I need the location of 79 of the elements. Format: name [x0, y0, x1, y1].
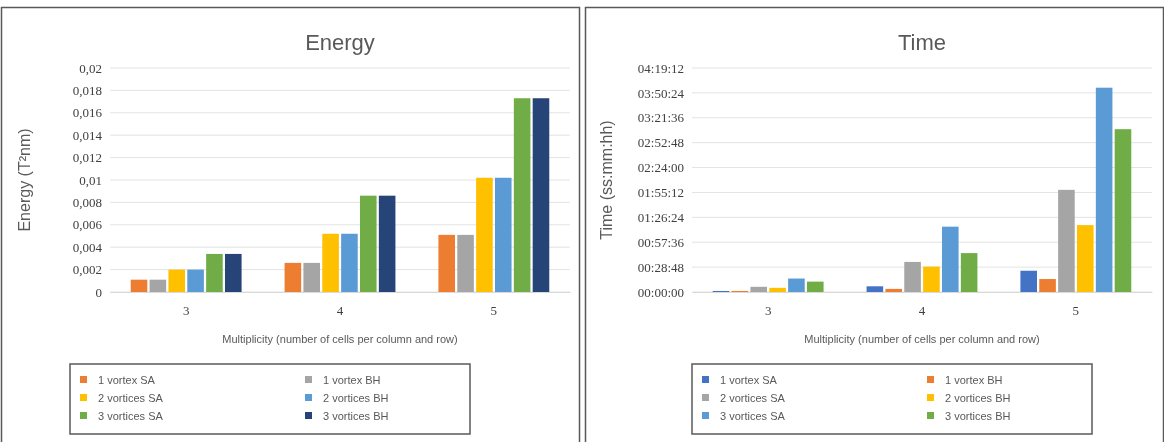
y-tick-label: 02:24:00 [637, 160, 684, 176]
bar [168, 269, 186, 292]
bar [149, 279, 167, 292]
y-tick-label: 0,012 [72, 150, 102, 166]
bar [532, 98, 550, 292]
x-axis-title: Multiplicity (number of cells per column and row) [804, 333, 1040, 345]
y-tick-label: 03:21:36 [637, 110, 685, 126]
bar [187, 269, 204, 292]
bar [513, 98, 531, 292]
legend-label: 3 vortices BH [323, 410, 389, 422]
y-tick-label: 0,02 [79, 60, 102, 76]
bar [769, 287, 786, 292]
y-tick-label: 03:50:24 [637, 85, 685, 101]
bar [359, 195, 377, 292]
bar [206, 253, 223, 292]
y-tick-label: 0 [95, 284, 102, 300]
y-tick-label: 0,006 [72, 217, 103, 233]
bar [750, 286, 768, 292]
legend-label: 2 vortices BH [323, 392, 389, 404]
x-axis-title: Multiplicity (number of cells per column and row) [222, 333, 458, 345]
bar [224, 253, 242, 292]
legend-label: 3 vortices SA [98, 410, 164, 422]
bar [494, 177, 512, 292]
x-tick-label: 4 [336, 303, 344, 319]
y-tick-label: 01:26:24 [637, 209, 685, 225]
bar [341, 233, 358, 292]
chart-title: Time [897, 30, 947, 55]
bar [303, 262, 321, 292]
y-tick-label: 0,014 [72, 127, 103, 143]
bar [1095, 87, 1113, 292]
bar [457, 234, 474, 292]
bar [923, 266, 940, 292]
bar [284, 262, 302, 292]
y-tick-label: 00:00:00 [637, 284, 684, 300]
bar [1076, 225, 1094, 292]
bar [885, 288, 903, 292]
bar [806, 281, 824, 292]
y-tick-label: 02:52:48 [637, 135, 684, 151]
x-tick-label: 5 [1072, 303, 1080, 319]
y-tick-label: 0,002 [72, 262, 102, 278]
bar [438, 234, 456, 292]
y-axis-title: Time (ss:mm:hh) [598, 120, 615, 240]
x-tick-label: 4 [918, 303, 926, 319]
bar [1114, 129, 1132, 292]
x-tick-label: 3 [764, 303, 772, 319]
bar [960, 253, 978, 292]
legend-label: 2 vortices SA [720, 392, 786, 404]
y-tick-label: 0,004 [72, 239, 103, 255]
x-tick-label: 5 [490, 303, 498, 319]
x-tick-label: 3 [182, 303, 190, 319]
legend-label: 2 vortices BH [945, 392, 1011, 404]
bar [378, 195, 396, 292]
bar [476, 177, 493, 292]
bar [904, 261, 921, 292]
bar [866, 286, 884, 292]
chart-title: Energy [305, 30, 375, 55]
y-tick-label: 04:19:12 [637, 60, 684, 76]
y-axis-title: Energy (T²nm) [16, 128, 33, 232]
bar [1020, 270, 1038, 292]
legend-label: 1 vortex SA [98, 374, 156, 386]
legend-label: 3 vortices BH [945, 410, 1011, 422]
y-tick-label: 0,018 [72, 83, 102, 99]
y-tick-label: 00:28:48 [637, 259, 684, 275]
bar [1058, 189, 1075, 292]
legend-label: 2 vortices SA [98, 392, 164, 404]
y-tick-label: 0,008 [72, 195, 102, 211]
y-tick-label: 01:55:12 [637, 185, 684, 201]
legend-label: 1 vortex SA [720, 374, 778, 386]
y-tick-label: 0,016 [72, 105, 103, 121]
bar [130, 279, 148, 292]
bar [941, 226, 959, 292]
y-tick-label: 0,01 [79, 172, 102, 188]
y-tick-label: 00:57:36 [637, 234, 685, 250]
bar [788, 278, 805, 292]
legend-label: 1 vortex BH [945, 374, 1003, 386]
bar [322, 233, 339, 292]
legend-label: 3 vortices SA [720, 410, 786, 422]
bar [1039, 279, 1056, 292]
legend-label: 1 vortex BH [323, 374, 381, 386]
